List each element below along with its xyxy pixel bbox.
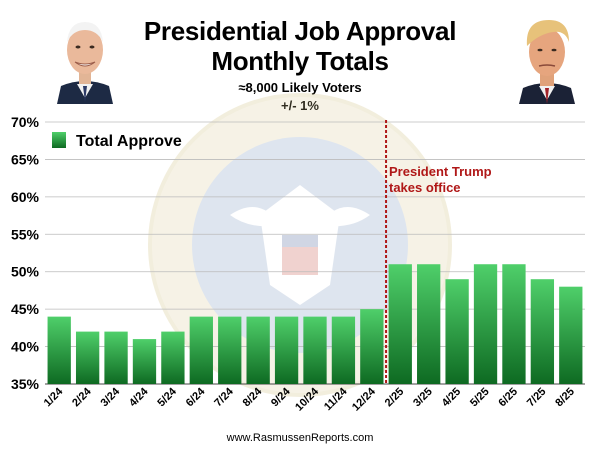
- chart-title-line2: Monthly Totals: [211, 46, 389, 76]
- x-tick-label: 4/24: [127, 385, 151, 409]
- x-tick-label: 2/25: [383, 386, 407, 410]
- trump-takes-office-annotation: President Trump takes office: [389, 164, 492, 195]
- x-tick-label: 3/24: [99, 385, 123, 409]
- bar-11-24: [331, 316, 356, 384]
- x-tick-label: 1/24: [42, 385, 66, 409]
- x-tick-label: 7/25: [525, 386, 549, 410]
- bar-2-25: [388, 264, 412, 384]
- bar-7-24: [218, 316, 242, 384]
- chart-subtitle-margin: +/- 1%: [0, 98, 600, 113]
- bar-7-25: [530, 279, 555, 384]
- portrait-right-image: [515, 12, 579, 104]
- chart-legend: Total Approve: [52, 132, 182, 150]
- x-tick-label: 6/24: [184, 385, 208, 409]
- portrait-left-image: [53, 12, 117, 104]
- y-tick-label: 60%: [11, 189, 40, 205]
- x-tick-label: 6/25: [496, 386, 520, 410]
- x-tick-label: 4/25: [440, 386, 464, 410]
- bar-6-25: [502, 264, 526, 384]
- x-tick-label: 2/24: [70, 385, 94, 409]
- bar-3-24: [104, 331, 128, 384]
- source-footer: www.RasmussenReports.com: [226, 432, 374, 444]
- bar-6-24: [189, 316, 213, 384]
- bar-3-25: [417, 264, 441, 384]
- bar-8-25: [559, 286, 583, 384]
- x-tick-label: 12/24: [350, 385, 379, 414]
- legend-label-total-approve: Total Approve: [76, 133, 182, 150]
- bar-1-24: [47, 316, 71, 384]
- bar-9-24: [274, 316, 299, 384]
- bar-5-25: [473, 264, 498, 384]
- annotation-line2: takes office: [389, 180, 461, 195]
- bar-2-24: [75, 331, 100, 384]
- chart-subtitle-sample: ≈8,000 Likely Voters: [238, 80, 362, 95]
- chart-title-line1: Presidential Job Approval: [143, 16, 457, 46]
- bar-4-24: [132, 339, 157, 384]
- y-tick-label: 45%: [11, 301, 40, 317]
- y-tick-label: 65%: [11, 151, 40, 167]
- x-tick-label: 5/25: [468, 386, 492, 410]
- annotation-line1: President Trump: [389, 164, 492, 179]
- bar-10-24: [303, 316, 327, 384]
- bar-8-24: [246, 316, 270, 384]
- x-tick-label: 5/24: [155, 385, 179, 409]
- y-tick-label: 40%: [11, 339, 40, 355]
- bar-5-24: [161, 331, 185, 384]
- y-tick-label: 70%: [11, 114, 40, 130]
- bar-4-25: [445, 279, 469, 384]
- y-tick-label: 35%: [11, 376, 40, 392]
- y-tick-label: 50%: [11, 264, 40, 280]
- x-tick-label: 8/25: [553, 386, 577, 410]
- bar-12-24: [360, 309, 384, 384]
- legend-swatch-total-approve: [52, 132, 66, 148]
- x-tick-label: 7/24: [212, 385, 236, 409]
- x-tick-label: 3/25: [411, 386, 435, 410]
- y-tick-label: 55%: [11, 226, 40, 242]
